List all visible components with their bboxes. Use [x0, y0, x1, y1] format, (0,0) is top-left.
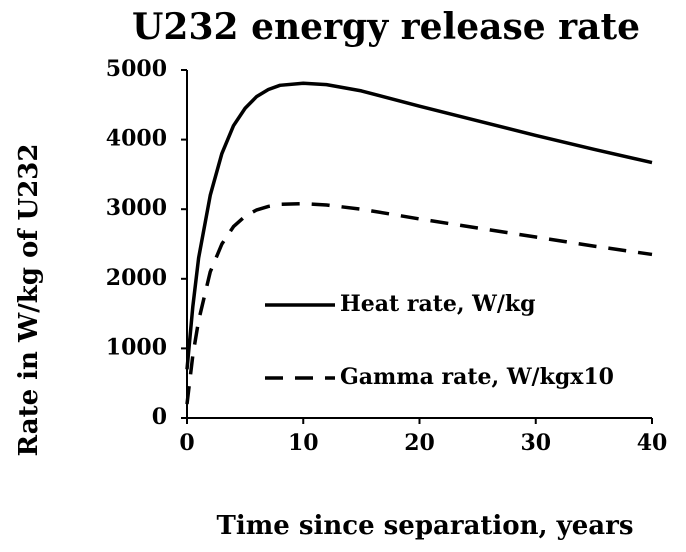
x-tick-label: 0 [179, 430, 194, 456]
y-tick-label: 1000 [106, 334, 167, 360]
y-tick-label: 4000 [106, 126, 167, 152]
x-axis-label: Time since separation, years [217, 511, 634, 541]
y-tick-label: 0 [152, 404, 167, 430]
legend-label: Heat rate, W/kg [340, 291, 536, 317]
x-tick-label: 10 [288, 430, 319, 456]
y-tick-label: 2000 [106, 265, 167, 291]
chart-title: U232 energy release rate [132, 6, 640, 48]
y-tick-label: 5000 [106, 56, 167, 82]
y-axis-label: Rate in W/kg of U232 [14, 144, 44, 457]
series-line [185, 201, 653, 405]
x-tick-label: 30 [520, 430, 551, 456]
x-tick-label: 40 [637, 430, 668, 456]
x-tick-label: 20 [404, 430, 435, 456]
y-tick-label: 3000 [106, 195, 167, 221]
series-line [185, 81, 653, 370]
legend-label: Gamma rate, W/kgx10 [340, 364, 614, 390]
